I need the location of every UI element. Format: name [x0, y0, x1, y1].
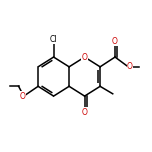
Text: Cl: Cl — [49, 35, 57, 44]
Text: O: O — [82, 53, 88, 62]
Text: O: O — [127, 62, 133, 71]
Text: O: O — [112, 37, 118, 46]
Text: O: O — [82, 108, 88, 117]
Text: O: O — [20, 92, 26, 101]
